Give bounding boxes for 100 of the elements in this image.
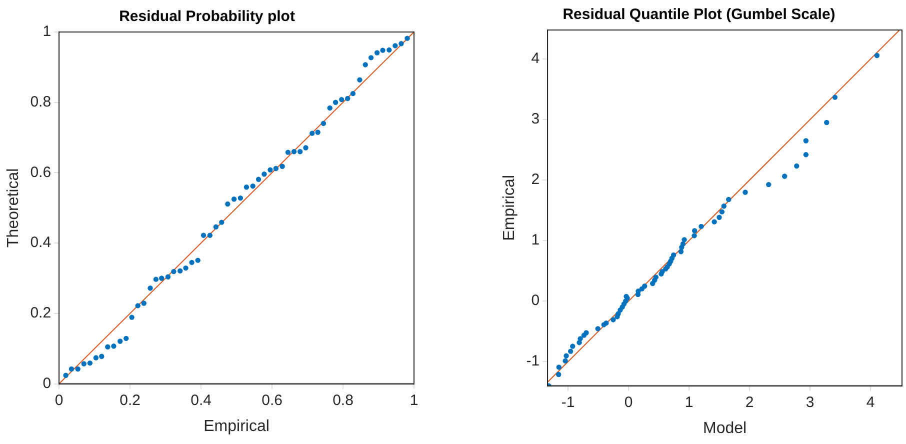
point bbox=[712, 219, 717, 224]
x-tick-label: 1 bbox=[684, 394, 694, 411]
x-axis-title: Model bbox=[702, 420, 747, 437]
point bbox=[380, 48, 386, 53]
point bbox=[135, 303, 140, 308]
point bbox=[118, 338, 123, 344]
x-tick-label: 0 bbox=[54, 392, 64, 409]
point bbox=[556, 372, 562, 378]
y-tick-label: 4 bbox=[531, 50, 540, 68]
point bbox=[392, 43, 398, 48]
x-tick-label: 0.6 bbox=[262, 392, 282, 409]
y-tick-label: 0 bbox=[42, 374, 52, 392]
x-tick-label: 3 bbox=[806, 394, 814, 411]
point bbox=[562, 358, 568, 364]
point bbox=[63, 372, 68, 378]
point bbox=[75, 366, 80, 372]
point bbox=[81, 361, 86, 366]
point bbox=[670, 252, 676, 258]
point bbox=[165, 274, 171, 280]
point bbox=[225, 201, 230, 207]
y-tick-label: -1 bbox=[526, 352, 540, 370]
point bbox=[357, 77, 362, 82]
x-tick-label: 0.8 bbox=[332, 392, 354, 409]
point bbox=[692, 233, 697, 238]
point bbox=[719, 209, 725, 214]
point bbox=[171, 268, 176, 274]
point bbox=[148, 286, 153, 291]
point bbox=[207, 232, 213, 238]
point bbox=[698, 224, 704, 230]
point bbox=[320, 120, 326, 126]
point bbox=[315, 130, 320, 135]
point bbox=[238, 195, 244, 201]
point bbox=[578, 336, 583, 342]
point bbox=[398, 41, 404, 46]
point bbox=[297, 149, 303, 154]
point bbox=[584, 330, 589, 336]
point bbox=[124, 336, 129, 342]
point bbox=[231, 196, 237, 202]
point bbox=[93, 355, 99, 360]
point bbox=[570, 344, 576, 349]
point bbox=[692, 228, 698, 234]
point bbox=[404, 36, 410, 41]
point bbox=[368, 55, 374, 60]
point bbox=[273, 166, 279, 172]
point bbox=[726, 196, 732, 202]
y-tick-label: 0.6 bbox=[30, 164, 52, 181]
point bbox=[616, 311, 621, 316]
point bbox=[291, 149, 297, 154]
point bbox=[262, 172, 267, 177]
point bbox=[338, 96, 344, 102]
point bbox=[874, 52, 880, 58]
point bbox=[129, 314, 134, 320]
chart-title: Residual Probability plot bbox=[119, 8, 295, 26]
point bbox=[345, 96, 350, 102]
y-axis-title: Empirical bbox=[501, 175, 518, 241]
x-tick-label: -1 bbox=[561, 394, 575, 411]
y-tick-label: 0.4 bbox=[30, 234, 52, 252]
x-tick-label: 4 bbox=[866, 394, 875, 411]
point bbox=[256, 176, 262, 182]
y-tick-label: 0.2 bbox=[30, 304, 52, 322]
x-tick-label: 0.4 bbox=[190, 392, 212, 409]
point bbox=[310, 130, 315, 136]
point bbox=[564, 353, 569, 358]
point bbox=[824, 120, 830, 126]
point bbox=[716, 214, 722, 220]
x-tick-label: 0.2 bbox=[120, 392, 140, 409]
y-tick-label: 2 bbox=[531, 171, 540, 188]
point bbox=[219, 220, 224, 225]
point bbox=[803, 152, 809, 158]
y-tick-label: 0.8 bbox=[30, 94, 52, 110]
point bbox=[386, 47, 392, 53]
x-axis-title: Empirical bbox=[204, 418, 270, 435]
y-tick-label: 1 bbox=[42, 23, 52, 40]
point bbox=[680, 241, 686, 247]
point bbox=[721, 204, 727, 209]
point bbox=[568, 348, 574, 354]
point bbox=[766, 182, 772, 188]
point bbox=[595, 326, 600, 332]
point bbox=[794, 163, 800, 169]
point bbox=[153, 276, 159, 282]
point bbox=[213, 224, 219, 230]
point bbox=[782, 174, 788, 179]
point bbox=[159, 276, 164, 281]
y-tick-label: 3 bbox=[531, 110, 540, 128]
point bbox=[200, 232, 206, 238]
point bbox=[362, 62, 368, 68]
point bbox=[244, 184, 250, 190]
point bbox=[268, 167, 273, 173]
point bbox=[303, 145, 308, 150]
point bbox=[832, 94, 838, 100]
point bbox=[604, 320, 609, 326]
y-tick-label: 1 bbox=[531, 232, 540, 249]
point bbox=[189, 260, 194, 266]
point bbox=[105, 344, 110, 350]
chart-title: Residual Quantile Plot (Gumbel Scale) bbox=[562, 6, 836, 24]
point bbox=[68, 366, 74, 372]
x-tick-label: 2 bbox=[745, 394, 754, 411]
point bbox=[141, 300, 146, 306]
point bbox=[350, 90, 356, 96]
point bbox=[177, 268, 183, 274]
